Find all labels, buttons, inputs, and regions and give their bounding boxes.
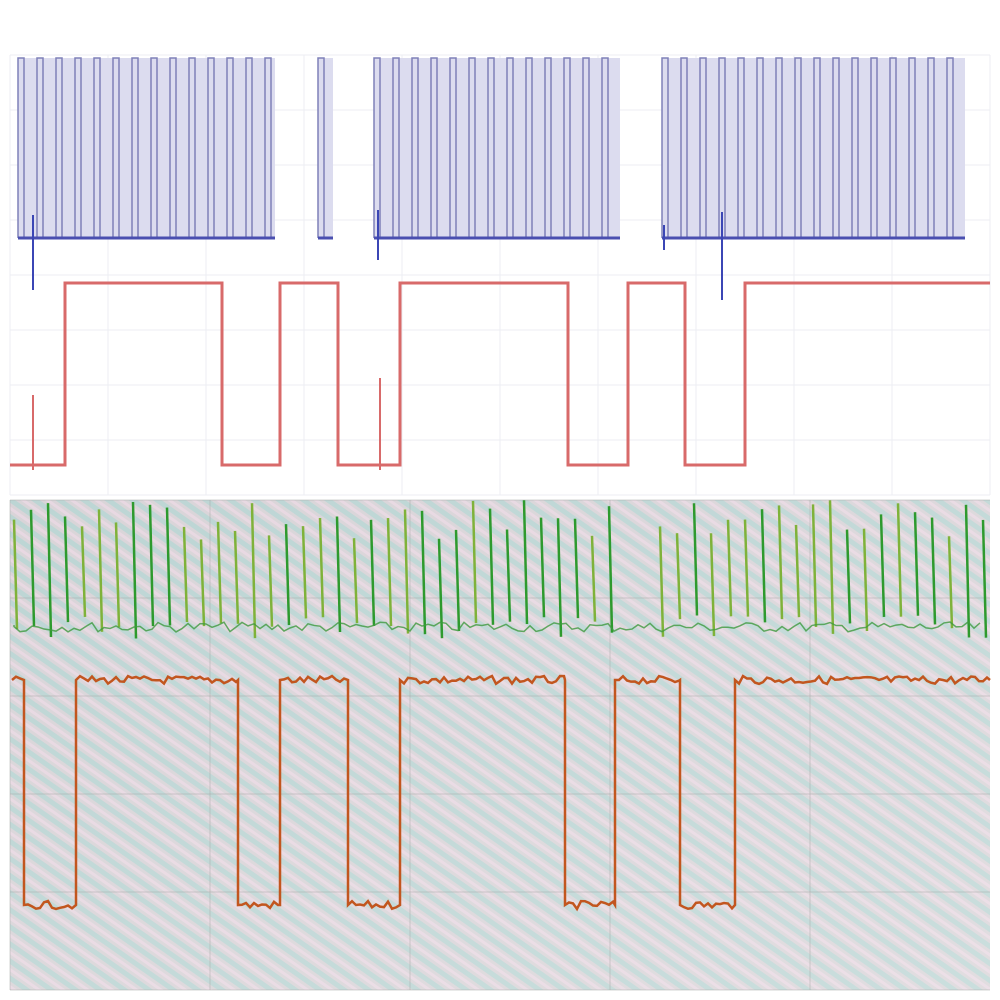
spike: [369, 519, 376, 627]
spike: [607, 506, 614, 633]
square-wave: [11, 674, 991, 912]
spike: [522, 500, 529, 625]
screen-glare: [10, 500, 990, 990]
spike: [80, 526, 87, 617]
spike: [709, 533, 716, 637]
spike: [182, 526, 189, 623]
spike: [794, 524, 801, 618]
bottom-capture: [9, 499, 991, 991]
spike: [488, 508, 495, 625]
spike: [692, 503, 699, 616]
spike: [233, 530, 240, 624]
spike: [267, 535, 274, 627]
spike: [845, 529, 852, 624]
spike: [930, 517, 937, 625]
spike: [590, 535, 597, 622]
spike: [250, 503, 257, 639]
spike: [981, 519, 988, 638]
spike: [284, 524, 291, 626]
spike: [29, 509, 36, 627]
spike: [352, 538, 359, 624]
spike: [318, 517, 325, 618]
spike: [131, 501, 138, 639]
spike: [148, 504, 155, 627]
spike: [896, 503, 903, 617]
spike: [114, 522, 121, 628]
spike: [97, 509, 104, 632]
spike: [811, 504, 818, 627]
spike: [964, 504, 971, 638]
spike: [505, 529, 512, 622]
spike: [556, 518, 563, 637]
spike: [301, 526, 308, 619]
spike: [46, 503, 53, 637]
spike: [63, 516, 70, 623]
spike: [726, 519, 733, 617]
spike: [454, 529, 461, 632]
spike: [437, 538, 444, 639]
spike: [539, 517, 546, 618]
spike: [777, 505, 784, 620]
spike: [573, 518, 580, 619]
spike: [913, 512, 920, 616]
spike: [403, 509, 410, 634]
pulse-fill: [318, 58, 333, 238]
spike: [199, 539, 206, 627]
pulse-fill: [18, 58, 275, 238]
top-capture: [9, 54, 991, 496]
spike: [879, 514, 886, 617]
spike: [165, 507, 172, 626]
spike: [743, 519, 750, 617]
pulse-fill: [374, 58, 620, 238]
spike: [12, 519, 19, 630]
spike: [471, 500, 478, 624]
spike: [947, 536, 954, 629]
spike: [760, 509, 767, 623]
spike: [675, 533, 682, 620]
spike: [862, 528, 869, 632]
spike: [658, 526, 665, 637]
spike-baseline: [13, 621, 981, 633]
spike: [386, 517, 393, 627]
spike: [828, 500, 835, 634]
spike: [216, 521, 223, 624]
square-wave: [10, 281, 990, 467]
spike: [420, 510, 427, 635]
spike: [335, 516, 342, 633]
